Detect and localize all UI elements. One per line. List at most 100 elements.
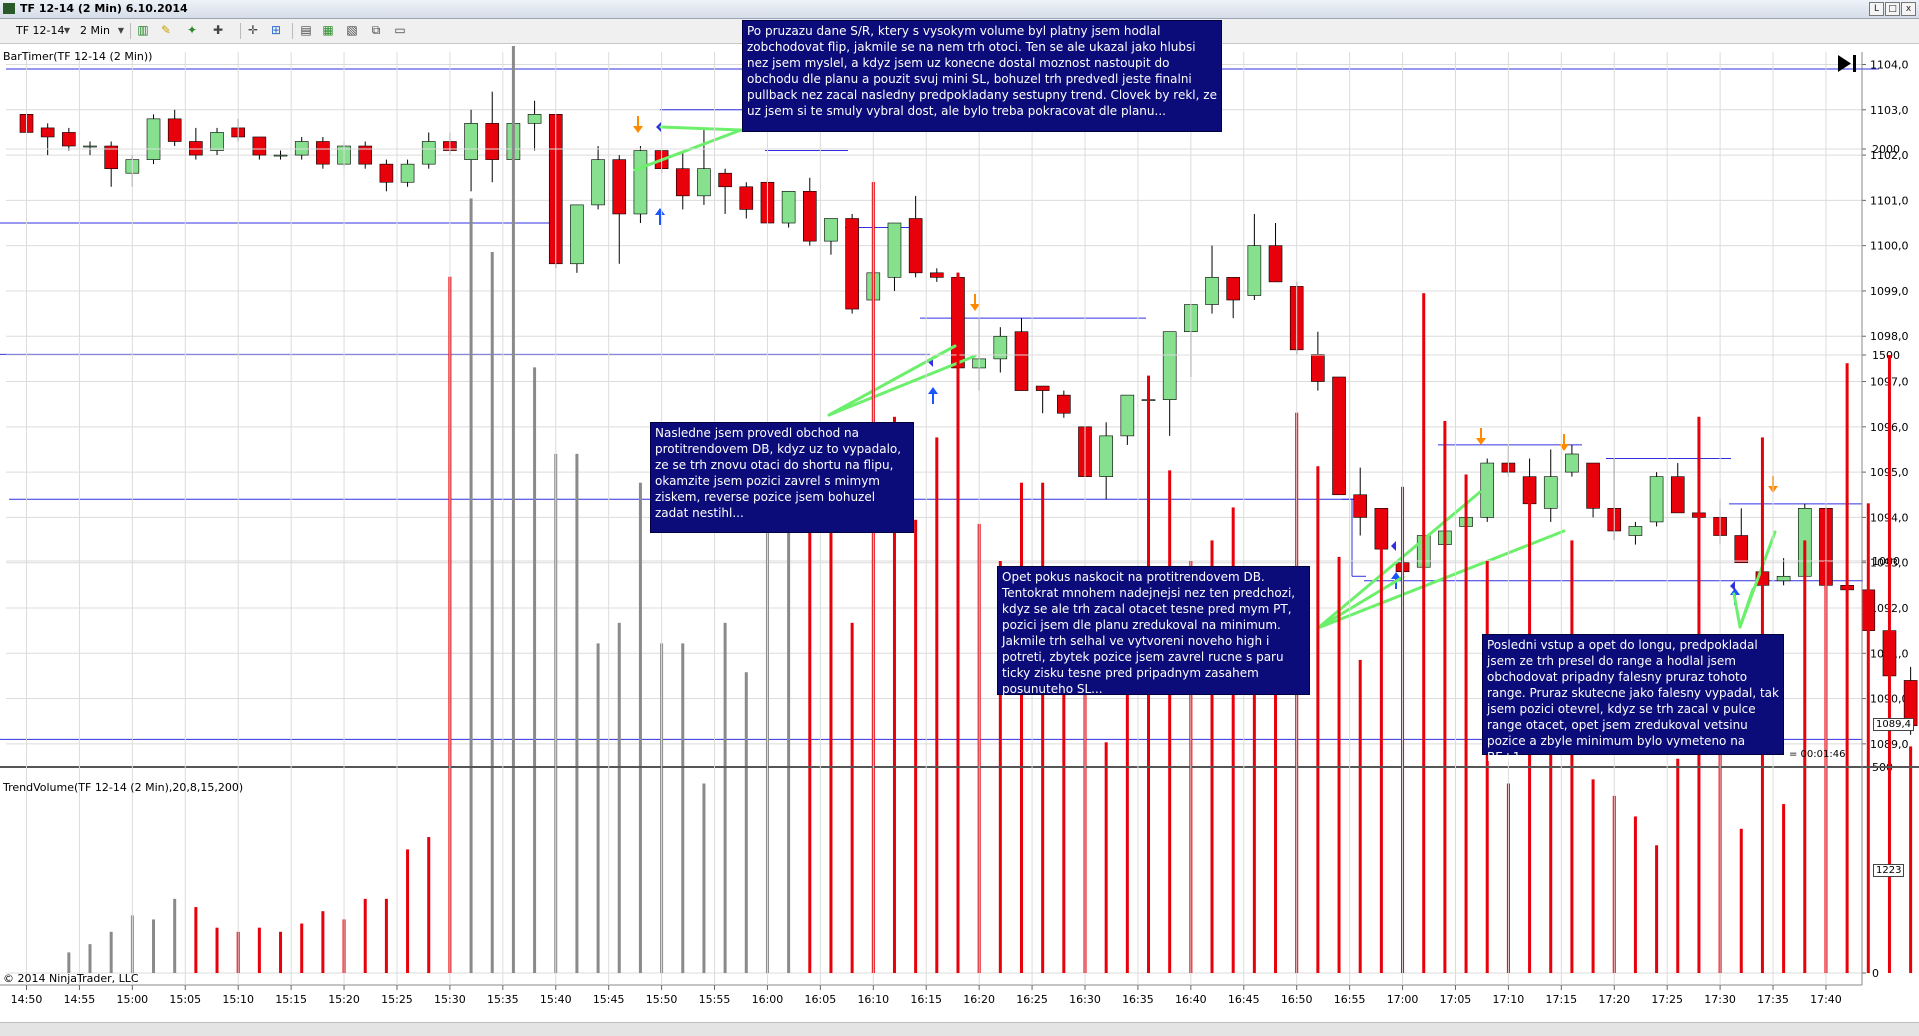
candle-body [1670, 476, 1685, 514]
candle-body [718, 172, 732, 188]
volume-bar [1443, 420, 1447, 973]
volume-bar [1252, 602, 1256, 973]
volume-bar [1168, 470, 1172, 973]
volume-bar [469, 198, 473, 973]
exit-arrow [633, 116, 643, 133]
candle-body [802, 191, 817, 242]
time-tick-label: 17:10 [1493, 993, 1525, 1006]
volume-bar [1125, 626, 1129, 973]
volume-bar [787, 499, 791, 973]
chart-trader-icon[interactable]: ▧ [346, 23, 358, 37]
volume-bar [1231, 507, 1235, 973]
volume-bar [257, 927, 261, 973]
volume-bar [279, 931, 283, 973]
volume-bar [744, 672, 748, 973]
interval-selector[interactable]: 2 Min [80, 24, 111, 37]
close-button[interactable]: x [1901, 2, 1916, 16]
candle-body [1776, 575, 1791, 582]
volume-bar [427, 837, 431, 973]
annotation-pointer [1316, 490, 1482, 630]
price-tick-label: 1102,0 [1870, 149, 1909, 162]
instrument-dropdown-icon[interactable]: ▼ [63, 26, 71, 35]
volume-bar [363, 898, 367, 973]
candle-body [1099, 435, 1113, 477]
entry-flag [1391, 541, 1396, 551]
candle-body [908, 218, 923, 274]
annotation-pointer [1316, 575, 1405, 630]
copyright-label: © 2014 NinjaTrader, LLC [3, 972, 139, 985]
time-tick-label: 15:15 [275, 993, 307, 1006]
volume-bar [1739, 828, 1743, 973]
candle-body [1543, 476, 1558, 509]
candle-body [1628, 526, 1643, 536]
zoom-icon[interactable]: ⊞ [270, 23, 282, 37]
template-icon[interactable]: ▤ [300, 23, 312, 37]
volume-bar [1803, 540, 1807, 973]
drawing-tool-icon[interactable]: ✎ [160, 23, 172, 37]
time-tick-label: 15:40 [540, 993, 572, 1006]
candle-body [62, 132, 76, 147]
data-box-icon[interactable]: ▦ [322, 23, 334, 37]
candle-body [1226, 277, 1240, 301]
time-tick-label: 15:55 [699, 993, 731, 1006]
candle-body [104, 145, 118, 169]
last-price-label: 1089,4 [1873, 718, 1914, 731]
time-tick-label: 15:05 [169, 993, 201, 1006]
price-indicator-label: BarTimer(TF 12-14 (2 Min)) [3, 50, 153, 63]
annotation-pointer [659, 125, 743, 132]
volume-bar [1866, 503, 1870, 973]
volume-bar [956, 272, 960, 974]
properties-icon[interactable]: ✚ [212, 23, 224, 37]
volume-bar [1104, 742, 1108, 973]
time-tick-label: 14:50 [11, 993, 43, 1006]
volume-bar [935, 437, 939, 973]
volume-bar [1379, 519, 1383, 973]
candle-body [83, 145, 97, 148]
volume-bar [638, 482, 642, 973]
annotation-note-3: Opet pokus naskocit na protitrendovem DB… [997, 566, 1310, 696]
price-tick-label: 1100,0 [1870, 240, 1909, 253]
candle-body [1162, 331, 1177, 400]
volume-bar [490, 252, 494, 973]
candle-body [1268, 245, 1283, 283]
horizontal-scrollbar[interactable] [0, 1022, 1919, 1036]
print-icon[interactable]: ▭ [394, 23, 406, 37]
volume-bar [1655, 845, 1659, 973]
bar-type-icon[interactable]: ▥ [137, 23, 149, 37]
time-tick-label: 16:40 [1175, 993, 1207, 1006]
time-tick-label: 17:30 [1704, 993, 1736, 1006]
copy-icon[interactable]: ⧉ [371, 23, 381, 37]
indicator-icon[interactable]: ✦ [186, 23, 198, 37]
minimize-button[interactable]: L [1869, 2, 1884, 16]
window-title: TF 12-14 (2 Min) 6.10.2014 [20, 2, 188, 15]
candle-body [1311, 354, 1325, 382]
volume-bar [1041, 482, 1045, 973]
instrument-selector[interactable]: TF 12-14 [16, 24, 65, 37]
time-tick-label: 15:25 [381, 993, 413, 1006]
volume-panel-bg [0, 772, 1919, 975]
arrow-head [1391, 572, 1401, 579]
time-tick-label: 15:00 [116, 993, 148, 1006]
volume-bar [152, 919, 156, 973]
interval-dropdown-icon[interactable]: ▼ [117, 26, 125, 35]
chart-area: 1104,0 1103,0 1102,0 1101,0 1100,0 1099,0 1098… [0, 46, 1919, 1006]
volume-bar [892, 416, 896, 973]
time-tick-label: 16:35 [1122, 993, 1154, 1006]
volume-bar [1210, 540, 1214, 973]
crosshair-icon[interactable]: ✛ [247, 23, 259, 37]
maximize-button[interactable]: □ [1885, 2, 1900, 16]
volume-bar [1358, 659, 1362, 973]
price-tick-label: 1101,0 [1870, 194, 1909, 207]
candle-body [612, 159, 627, 215]
candle-body [379, 163, 394, 183]
volume-bar [1591, 779, 1595, 973]
candle-body [1205, 277, 1219, 305]
time-tick-label: 15:45 [593, 993, 625, 1006]
candle-body [1649, 476, 1664, 523]
annotation-note-2: Nasledne jsem provedl obchod na protitre… [650, 422, 914, 533]
candle-body [930, 272, 944, 278]
arrow-head [1730, 588, 1740, 595]
arrow-head [928, 387, 938, 394]
annotation-pointer [827, 344, 957, 417]
exit-arrow [1476, 428, 1486, 445]
